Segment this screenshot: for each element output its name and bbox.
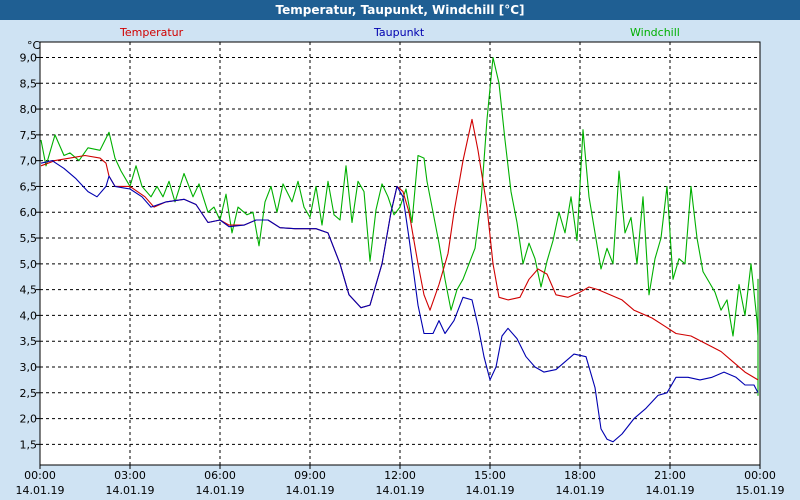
y-axis: 1,5 2,0 2,5 3,0 3,5 4,0 4,5 5,0 5,5 6,0 6,5 7,0 7,5 8… (20, 51, 40, 451)
grid-lines (40, 42, 760, 465)
y-tick-label: 7,0 (20, 155, 38, 168)
series-lines (40, 56, 759, 443)
y-tick-label: 8,0 (20, 103, 38, 116)
x-axis: 00:00 14.01.19 03:00 14.01.19 06:00 14.01.19 0… (16, 465, 785, 497)
x-tick-time-label: 00:00 (744, 469, 776, 482)
x-tick-time-label: 09:00 (294, 469, 326, 482)
y-tick-label: 3,5 (20, 335, 38, 348)
y-tick-label: 2,0 (20, 413, 38, 426)
y-tick-label: 1,5 (20, 438, 38, 451)
x-tick-time-label: 15:00 (474, 469, 506, 482)
y-tick-label: 7,5 (20, 129, 38, 142)
series-line-taupunkt (40, 160, 759, 443)
x-tick-date-label: 14.01.19 (466, 484, 515, 497)
x-tick-date-label: 14.01.19 (376, 484, 425, 497)
y-unit-label: °C (27, 39, 41, 52)
x-tick-time-label: 00:00 (24, 469, 56, 482)
y-tick-label: 5,5 (20, 232, 38, 245)
x-tick-date-label: 14.01.19 (16, 484, 65, 497)
y-tick-label: 6,5 (20, 180, 38, 193)
y-tick-label: 4,0 (20, 309, 38, 322)
y-tick-label: 2,5 (20, 387, 38, 400)
legend-taupunkt: Taupunkt (373, 26, 425, 39)
x-tick-date-label: 14.01.19 (646, 484, 695, 497)
x-tick-date-label: 14.01.19 (196, 484, 245, 497)
y-tick-label: 5,0 (20, 258, 38, 271)
x-tick-time-label: 12:00 (384, 469, 416, 482)
legend-temperatur: Temperatur (119, 26, 184, 39)
legend-windchill: Windchill (630, 26, 680, 39)
x-tick-date-label: 14.01.19 (556, 484, 605, 497)
y-tick-label: 6,0 (20, 206, 38, 219)
y-tick-label: 8,5 (20, 77, 38, 90)
y-tick-label: 4,5 (20, 284, 38, 297)
series-line-windchill (40, 56, 759, 396)
y-tick-label: 3,0 (20, 361, 38, 374)
x-tick-time-label: 21:00 (654, 469, 686, 482)
x-tick-time-label: 03:00 (114, 469, 146, 482)
x-tick-date-label: 15.01.19 (736, 484, 785, 497)
x-tick-date-label: 14.01.19 (286, 484, 335, 497)
x-tick-date-label: 14.01.19 (106, 484, 155, 497)
y-tick-label: 9,0 (20, 51, 38, 64)
x-tick-time-label: 06:00 (204, 469, 236, 482)
chart-title: Temperatur, Taupunkt, Windchill [°C] (0, 0, 800, 20)
x-tick-time-label: 18:00 (564, 469, 596, 482)
